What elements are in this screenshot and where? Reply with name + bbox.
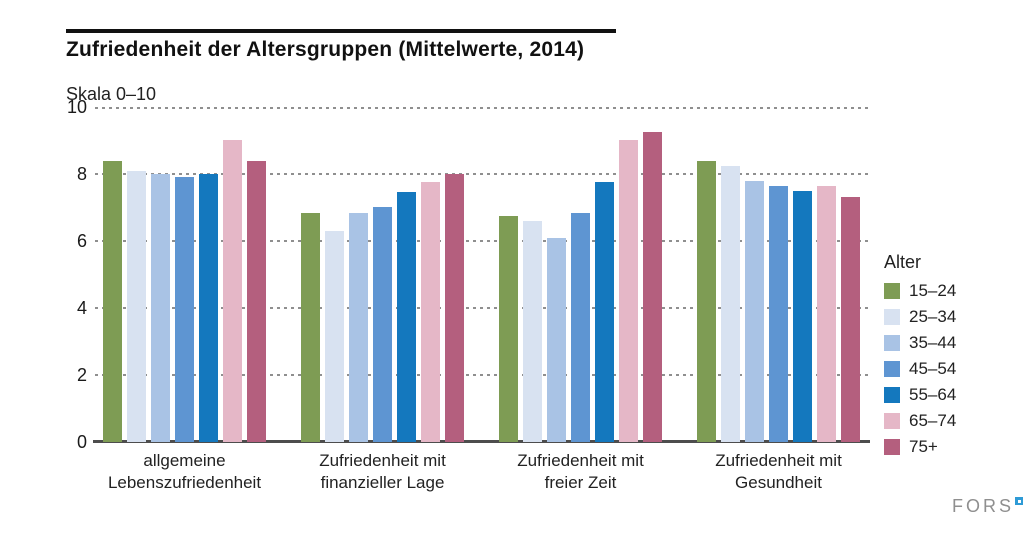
x-axis-labels: allgemeine Lebenszufriedenheit Zufriedenhe…	[0, 450, 1035, 500]
bar-35–44-category-3	[547, 238, 566, 442]
bar-55–64-category-3	[595, 182, 614, 442]
legend-rows: 15–24 25–34 35–44 45–54 55–64 65–74 75+	[884, 281, 957, 456]
bar-65–74-category-4	[817, 186, 836, 442]
legend-swatch-icon	[884, 361, 900, 377]
chart-title: Zufriedenheit der Altersgruppen (Mittelw…	[66, 38, 585, 61]
gridline-10	[95, 107, 870, 109]
bar-55–64-category-1	[199, 174, 218, 442]
scale-label: Skala 0–10	[66, 84, 157, 104]
x-category-label-line: Lebenszufriedenheit	[107, 473, 262, 492]
x-category-label-line: freier Zeit	[544, 473, 617, 492]
x-category-label-line: Zufriedenheit mit	[319, 451, 446, 470]
fors-logo-mark-dot	[1018, 500, 1022, 503]
bar-15–24-category-1	[103, 161, 122, 442]
title-rule	[66, 29, 616, 33]
bar-65–74-category-2	[421, 182, 440, 442]
bar-65–74-category-3	[619, 140, 638, 442]
bar-25–34-category-4	[721, 166, 740, 442]
bar-75+-category-4	[841, 197, 860, 442]
x-category-label-3: Zufriedenheit mit freier Zeit	[517, 450, 644, 494]
bar-75+-category-3	[643, 132, 662, 442]
bar-25–34-category-2	[325, 231, 344, 442]
legend-item-65–74: 65–74	[884, 411, 957, 430]
legend-item-label: 25–34	[909, 307, 957, 326]
bar-15–24-category-3	[499, 216, 518, 442]
legend-swatch-icon	[884, 309, 900, 325]
bar-45–54-category-4	[769, 186, 788, 442]
x-category-label-line: Zufriedenheit mit	[715, 451, 842, 470]
legend-item-25–34: 25–34	[884, 307, 957, 326]
legend-item-label: 55–64	[909, 385, 957, 404]
legend-swatch-icon	[884, 335, 900, 351]
gridline-6	[95, 240, 870, 242]
bar-35–44-category-4	[745, 181, 764, 442]
plot-area: 0 2 4 6 8 10	[67, 97, 870, 452]
y-tick-label-10: 10	[66, 97, 87, 117]
bar-35–44-category-1	[151, 174, 170, 442]
bar-25–34-category-3	[523, 221, 542, 442]
fors-logo-text: FORS	[952, 496, 1015, 516]
bar-35–44-category-2	[349, 213, 368, 442]
legend-item-35–44: 35–44	[884, 333, 957, 352]
legend-swatch-icon	[884, 283, 900, 299]
legend-item-15–24: 15–24	[884, 281, 957, 300]
y-tick-label-8: 8	[76, 164, 87, 184]
legend: Alter 15–24 25–34 35–44 45–54 55–64 65–74 75+	[884, 252, 956, 465]
bar-25–34-category-1	[127, 171, 146, 442]
x-category-label-line: Gesundheit	[735, 473, 822, 492]
y-tick-label-0: 0	[76, 432, 87, 452]
x-category-label-line: allgemeine	[143, 451, 226, 470]
legend-swatch-icon	[884, 413, 900, 429]
bar-45–54-category-1	[175, 177, 194, 442]
bar-55–64-category-4	[793, 191, 812, 442]
legend-title: Alter	[884, 252, 922, 272]
legend-swatch-icon	[884, 387, 900, 403]
bar-45–54-category-2	[373, 207, 392, 442]
legend-item-label: 75+	[909, 437, 938, 456]
legend-item-label: 35–44	[909, 333, 957, 352]
x-category-label-2: Zufriedenheit mit finanzieller Lage	[319, 450, 446, 494]
legend-item-label: 15–24	[909, 281, 957, 300]
legend-swatch-icon	[884, 439, 900, 455]
fors-logo-mark	[1015, 497, 1024, 505]
x-category-label-line: Zufriedenheit mit	[517, 451, 644, 470]
bar-15–24-category-4	[697, 161, 716, 442]
gridline-2	[95, 374, 870, 376]
legend-item-label: 45–54	[909, 359, 957, 378]
legend-item-75+: 75+	[884, 437, 956, 456]
bar-15–24-category-2	[301, 213, 320, 442]
y-tick-label-2: 2	[76, 365, 87, 385]
bar-75+-category-1	[247, 161, 266, 442]
x-category-label-4: Zufriedenheit mit Gesundheit	[715, 450, 842, 494]
gridline-8	[95, 173, 870, 175]
bar-75+-category-2	[445, 174, 464, 442]
legend-item-45–54: 45–54	[884, 359, 957, 378]
x-category-label-1: allgemeine Lebenszufriedenheit	[108, 450, 261, 494]
bar-45–54-category-3	[571, 213, 590, 442]
bar-65–74-category-1	[223, 140, 242, 442]
fors-logo: FORS	[952, 496, 1024, 517]
legend-item-55–64: 55–64	[884, 385, 957, 404]
x-category-label-line: finanzieller Lage	[320, 473, 445, 492]
x-axis-line	[93, 440, 870, 443]
y-tick-label-4: 4	[76, 298, 87, 318]
y-tick-label-6: 6	[76, 231, 87, 251]
gridline-4	[95, 307, 870, 309]
bar-55–64-category-2	[397, 192, 416, 442]
legend-item-label: 65–74	[909, 411, 957, 430]
